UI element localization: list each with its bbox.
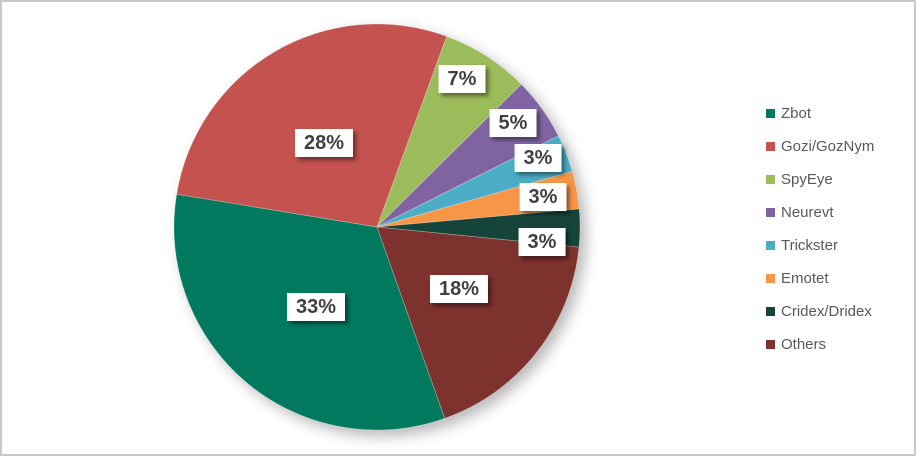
legend-swatch-icon xyxy=(766,274,775,283)
pie-slices xyxy=(173,23,581,431)
legend-swatch-icon xyxy=(766,208,775,217)
legend-swatch-icon xyxy=(766,340,775,349)
legend-swatch-icon xyxy=(766,142,775,151)
legend-label: Gozi/GozNym xyxy=(781,138,875,155)
legend-label: Neurevt xyxy=(781,204,834,221)
data-label-trickster: 3% xyxy=(514,144,562,172)
legend-label: SpyEye xyxy=(781,171,833,188)
legend-item-emotet: Emotet xyxy=(766,262,874,295)
legend-swatch-icon xyxy=(766,109,775,118)
data-label-emotet: 3% xyxy=(519,183,567,211)
data-label-spyeye: 7% xyxy=(438,65,486,93)
legend-item-spyeye: SpyEye xyxy=(766,163,874,196)
legend-swatch-icon xyxy=(766,307,775,316)
legend-swatch-icon xyxy=(766,175,775,184)
legend-label: Cridex/Dridex xyxy=(781,303,872,320)
legend-item-zbot: Zbot xyxy=(766,97,874,130)
legend-item-neurevt: Neurevt xyxy=(766,196,874,229)
pie-slice-gozi-goznym xyxy=(176,23,448,228)
data-label-gozi-goznym: 28% xyxy=(294,129,354,157)
data-label-neurevt: 5% xyxy=(489,109,537,137)
data-label-others: 18% xyxy=(429,275,489,303)
legend-label: Trickster xyxy=(781,237,838,254)
legend-item-cridex-dridex: Cridex/Dridex xyxy=(766,295,874,328)
pie-slice-others xyxy=(376,226,580,419)
data-label-zbot: 33% xyxy=(286,293,346,321)
legend-item-trickster: Trickster xyxy=(766,229,874,262)
legend-label: Emotet xyxy=(781,270,829,287)
legend-item-others: Others xyxy=(766,328,874,361)
legend-label: Zbot xyxy=(781,105,812,122)
chart-legend: Zbot Gozi/GozNym SpyEye Neurevt Trickster Emo… xyxy=(766,97,874,361)
legend-item-gozi-goznym: Gozi/GozNym xyxy=(766,130,874,163)
legend-swatch-icon xyxy=(766,241,775,250)
legend-label: Others xyxy=(781,336,827,353)
data-label-cridex-dridex: 3% xyxy=(518,228,566,256)
